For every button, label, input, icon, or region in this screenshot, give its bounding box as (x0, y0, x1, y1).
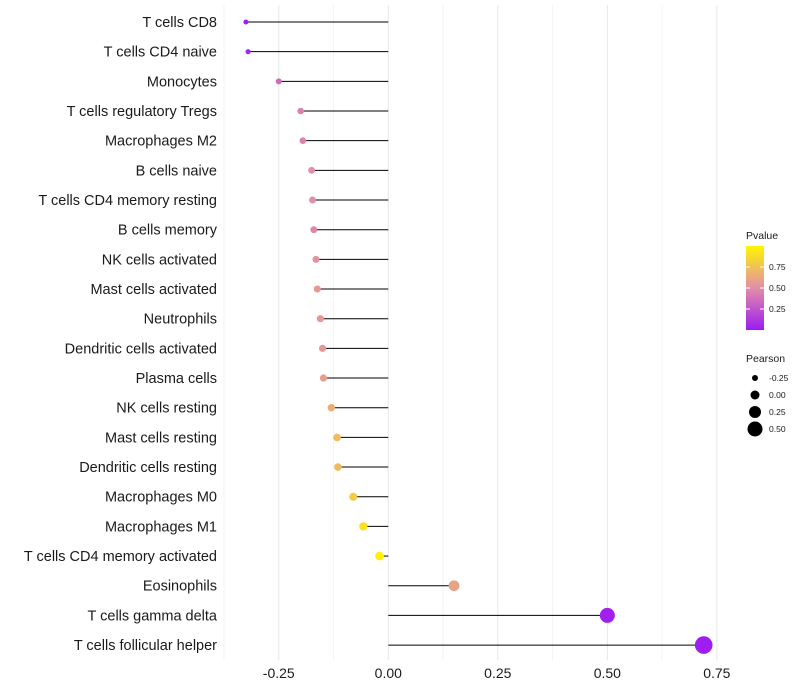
category-label: Eosinophils (143, 579, 217, 595)
category-labels: T cells CD8 T cells CD4 naive Monocytes T c… (24, 15, 218, 654)
category-label: NK cells activated (102, 252, 217, 268)
category-label: Macrophages M0 (105, 490, 217, 506)
x-tick-label: 0.75 (703, 665, 730, 681)
pearson-legend-dot (747, 421, 763, 437)
lollipop-point (319, 374, 328, 382)
pearson-legend-dot (749, 406, 761, 418)
category-label: Monocytes (147, 74, 217, 90)
pearson-legend-label: 0.25 (769, 407, 786, 417)
pearson-legend-label: 0.00 (769, 390, 786, 400)
pvalue-legend-label: 0.25 (769, 304, 786, 314)
lollipop-point (299, 137, 307, 145)
pearson-legend: Pearson -0.25 0.00 0.25 0.50 (746, 353, 789, 437)
category-label: Plasma cells (136, 371, 217, 387)
category-label: B cells memory (118, 223, 218, 239)
pvalue-legend-ticks: 0.25 0.50 0.75 (746, 262, 786, 314)
category-label: Macrophages M2 (105, 134, 217, 150)
lollipop-point (334, 463, 342, 471)
lollipop-point (327, 403, 336, 412)
lollipop-point (245, 49, 251, 55)
lollipop-point (297, 107, 304, 115)
lollipop-point (275, 78, 282, 85)
x-tick-label: -0.25 (263, 665, 295, 681)
pvalue-legend-title: Pvalue (746, 230, 778, 242)
lollipop-point (310, 226, 318, 234)
lollipop-point (312, 255, 320, 263)
pearson-legend-label: -0.25 (769, 373, 789, 383)
lollipop-point (448, 580, 460, 592)
pvalue-legend: Pvalue 0.25 0.50 0.75 (746, 230, 786, 330)
pearson-legend-items: -0.25 0.00 0.25 0.50 (747, 373, 789, 437)
grid-layer (223, 5, 718, 660)
pvalue-legend-label: 0.50 (769, 283, 786, 293)
lollipop-point (599, 607, 615, 623)
category-label: Mast cells activated (90, 282, 217, 298)
pearson-legend-title: Pearson (746, 353, 785, 365)
lollipop-point (308, 166, 316, 174)
lollipop-point (694, 636, 713, 654)
category-label: B cells naive (136, 163, 217, 179)
pvalue-colorbar (746, 246, 764, 330)
lollipop-point (375, 551, 384, 561)
category-label: T cells regulatory Tregs (67, 104, 217, 120)
lollipop-point (243, 19, 249, 25)
x-axis-ticks: -0.25 0.00 0.25 0.50 0.75 (263, 665, 731, 681)
pearson-legend-label: 0.50 (769, 424, 786, 434)
lollipop-point (359, 522, 368, 531)
category-label: Dendritic cells resting (79, 460, 217, 476)
category-label: T cells CD8 (142, 15, 217, 31)
lollipop-point (333, 433, 341, 442)
category-label: Mast cells resting (105, 430, 217, 446)
x-tick-label: 0.00 (375, 665, 402, 681)
category-label: Dendritic cells activated (65, 341, 217, 357)
category-label: T cells CD4 naive (104, 45, 217, 61)
x-tick-label: 0.50 (594, 665, 621, 681)
pvalue-legend-label: 0.75 (769, 262, 786, 272)
x-tick-label: 0.25 (484, 665, 511, 681)
point-layer (243, 19, 713, 654)
lollipop-point (349, 492, 358, 501)
category-label: T cells follicular helper (74, 638, 217, 654)
stem-layer (245, 21, 704, 646)
category-label: T cells CD4 memory resting (38, 193, 217, 209)
lollipop-point (309, 196, 316, 204)
lollipop-point (313, 285, 321, 293)
category-label: Neutrophils (144, 312, 217, 328)
pearson-legend-dot (750, 390, 760, 400)
pearson-legend-dot (752, 375, 758, 381)
category-label: T cells gamma delta (88, 608, 218, 624)
lollipop-point (318, 344, 327, 352)
category-label: Macrophages M1 (105, 519, 217, 535)
lollipop-point (316, 315, 324, 323)
category-label: T cells CD4 memory activated (24, 549, 217, 565)
category-label: NK cells resting (116, 401, 217, 417)
